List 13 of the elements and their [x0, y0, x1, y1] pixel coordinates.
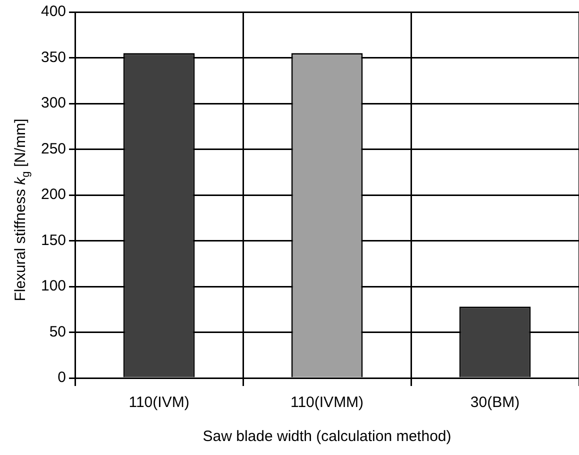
y-tick-label: 100 [40, 278, 66, 295]
y-tick-label: 300 [40, 94, 66, 112]
y-tick-label: 0 [58, 369, 66, 386]
x-tick-label: 110(IVM) [128, 394, 190, 412]
y-tick-label: 400 [40, 3, 66, 20]
x-tick-label: 110(IVMM) [290, 394, 364, 412]
x-tick-label: 30(BM) [470, 394, 520, 412]
x-axis-title: Saw blade width (calculation method) [202, 428, 452, 446]
y-tick-label: 200 [40, 186, 66, 204]
y-tick-label: 350 [40, 48, 66, 66]
y-tick-label: 250 [40, 140, 66, 158]
y-tick-label: 150 [40, 232, 66, 249]
y-tick-label: 50 [49, 323, 66, 340]
